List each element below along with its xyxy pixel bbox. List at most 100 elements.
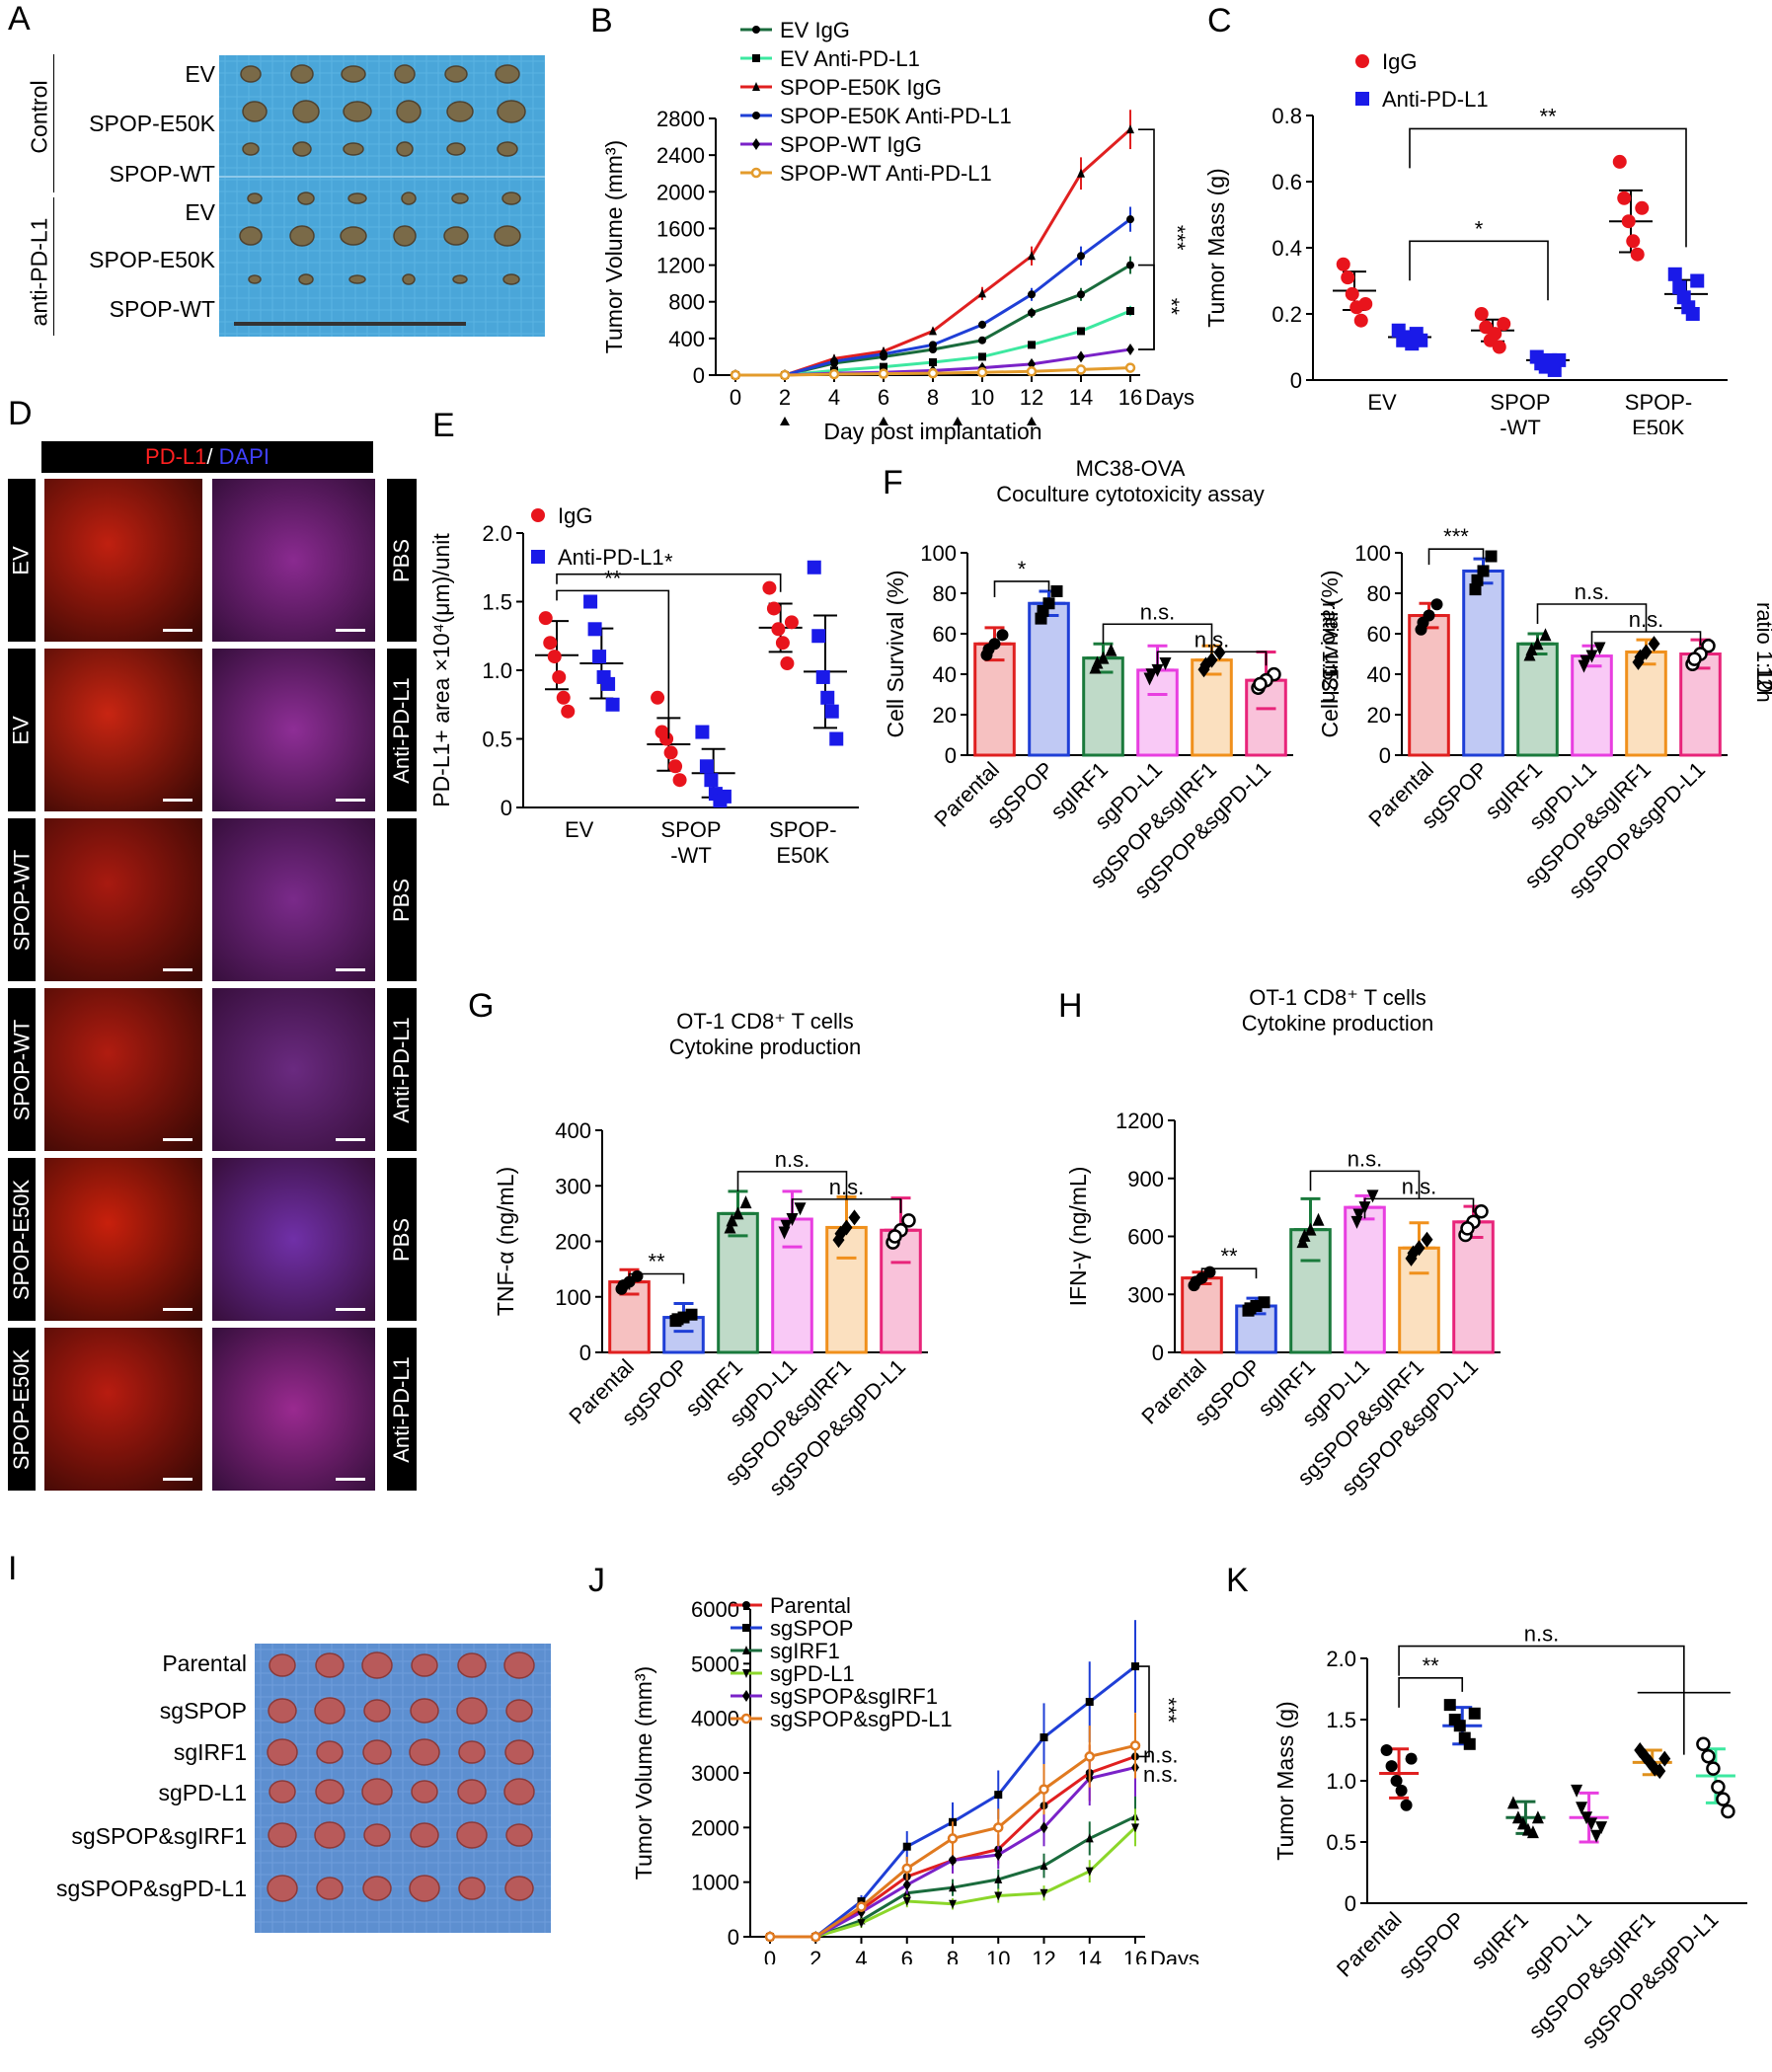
data-point	[976, 366, 988, 378]
row-label-left: SPOP-E50K	[8, 1158, 36, 1321]
data-point	[717, 789, 732, 804]
header-slash: /	[206, 444, 213, 469]
x-unit-label: Days	[1150, 1947, 1199, 1964]
data-point	[1497, 317, 1511, 332]
tumor	[240, 65, 262, 83]
data-point	[1345, 286, 1359, 301]
scale-bar	[336, 799, 365, 802]
data-point	[1595, 1821, 1608, 1835]
data-point	[1077, 252, 1085, 261]
data-point	[1711, 1779, 1726, 1795]
label-text: Anti-PD-L1	[389, 676, 414, 784]
data-point	[1469, 583, 1482, 596]
data-point	[829, 731, 844, 746]
data-point	[1077, 168, 1085, 178]
data-point	[1590, 1829, 1603, 1843]
ihc-image-pd-l1	[44, 988, 202, 1151]
data-point	[1405, 1752, 1418, 1765]
y-tick-label: 400	[668, 327, 705, 351]
data-point	[1037, 604, 1049, 617]
label-text: PBS	[389, 878, 414, 922]
ihc-image-merge	[212, 988, 375, 1151]
scale-bar	[336, 968, 365, 971]
label-text: SPOP-WT	[9, 1019, 35, 1120]
tumor	[401, 192, 417, 205]
tumor	[503, 1778, 535, 1805]
legend-label: Parental	[770, 1593, 851, 1618]
legend-label: sgSPOP&sgPD-L1	[770, 1707, 953, 1731]
data-point	[1131, 1662, 1139, 1671]
tumor	[502, 273, 520, 285]
bar	[1398, 1246, 1440, 1354]
data-point	[901, 1863, 912, 1875]
data-point	[1341, 270, 1355, 285]
data-point	[949, 1899, 957, 1909]
data-point	[1336, 257, 1350, 271]
data-point	[1380, 1744, 1393, 1756]
tumor	[504, 1876, 534, 1901]
significance-bracket	[1138, 128, 1155, 350]
group-label-control: Control	[26, 80, 52, 154]
x-tick-label: EV	[565, 817, 594, 842]
data-point	[1463, 1737, 1476, 1750]
data-point	[671, 1313, 684, 1326]
label-text: Anti-PD-L1	[389, 1355, 414, 1463]
tumor	[268, 1698, 297, 1724]
bar	[608, 1280, 651, 1354]
x-tick-label: EV	[1367, 390, 1397, 415]
significance-label: *	[1018, 557, 1027, 581]
data-point	[880, 349, 887, 358]
scale-bar	[336, 1478, 365, 1481]
tumor	[457, 1779, 487, 1804]
significance-bracket	[556, 573, 782, 592]
y-tick-label: 2800	[656, 107, 705, 131]
tumor	[242, 101, 268, 122]
data-point	[1358, 296, 1373, 311]
header-pd-l1: PD-L1	[145, 444, 207, 469]
row-label-right: Anti-PD-L1	[387, 649, 417, 811]
panel-d: PD-L1/ DAPI EV PBS EV Anti-PD-L1 SPOP-WT PBS S…	[0, 434, 424, 1510]
y-tick-label: 2.0	[482, 521, 512, 546]
data-point	[1571, 1784, 1583, 1798]
tumor-photo	[219, 55, 545, 337]
data-point	[1085, 1833, 1094, 1843]
data-point	[978, 288, 986, 298]
y-axis-label: Tumor Volume (mm³)	[601, 140, 627, 353]
significance-bracket	[993, 580, 1050, 597]
data-point	[1506, 1796, 1519, 1809]
tumor	[363, 1699, 391, 1723]
tumor	[394, 64, 416, 84]
y-tick-label: 600	[1127, 1225, 1164, 1250]
x-tick-label: SPOP	[660, 817, 721, 842]
data-point	[1355, 54, 1369, 68]
y-tick-label: 900	[1127, 1167, 1164, 1191]
x-tick-label: 0	[764, 1947, 776, 1964]
data-point	[947, 1833, 959, 1844]
x-tick-label: 4	[828, 385, 840, 410]
x-tick-label: E50K	[1632, 416, 1685, 434]
data-point	[856, 1901, 867, 1912]
data-point	[1526, 1825, 1539, 1839]
data-point	[1576, 1802, 1588, 1815]
significance-label: n.s.	[1348, 1146, 1382, 1171]
tumor	[362, 1876, 392, 1901]
y-tick-label: 0.4	[1271, 236, 1302, 261]
tumor	[348, 274, 366, 284]
tumor	[298, 273, 314, 285]
data-point	[786, 1213, 799, 1226]
data-point	[857, 1919, 866, 1929]
row-label: EV	[185, 61, 215, 87]
data-point	[1477, 565, 1490, 577]
data-point	[857, 1906, 866, 1919]
data-point	[1084, 1751, 1095, 1762]
data-point	[764, 1931, 776, 1943]
row-label-left: EV	[8, 649, 36, 811]
scale-bar	[163, 799, 193, 802]
tumor	[409, 1738, 440, 1766]
legend-label: EV IgG	[780, 18, 850, 42]
data-point	[929, 358, 937, 366]
y-tick-label: 300	[555, 1174, 591, 1198]
y-tick-label: 80	[1367, 581, 1391, 606]
x-tick-label: 16	[1118, 385, 1142, 410]
x-tick-label: 16	[1123, 1947, 1147, 1964]
